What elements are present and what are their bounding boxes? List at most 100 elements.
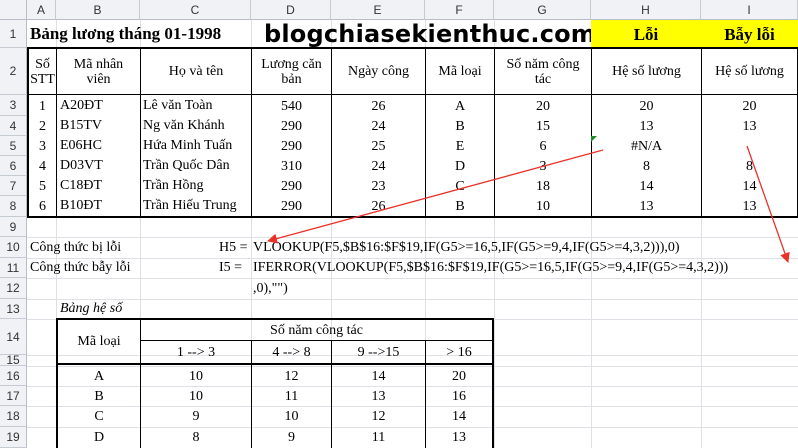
cell-salary-coef-h[interactable]: 14 bbox=[639, 178, 654, 194]
column-header-d[interactable]: D bbox=[251, 0, 331, 20]
column-header-c[interactable]: C bbox=[140, 0, 251, 20]
cell-h1-error-label[interactable]: Lỗi bbox=[591, 20, 701, 48]
column-header-h[interactable]: H bbox=[591, 0, 701, 20]
cell-salary-coef-i[interactable]: 8 bbox=[746, 158, 753, 174]
cell-full-name[interactable]: Hứa Minh Tuấn bbox=[143, 138, 233, 153]
formula-trap-label[interactable]: Công thức bẫy lỗi bbox=[30, 260, 131, 275]
cell-employee-code[interactable]: B15TV bbox=[60, 118, 102, 133]
coef-value-cell[interactable]: 10 bbox=[189, 388, 203, 404]
cell-base-salary[interactable]: 540 bbox=[281, 98, 302, 114]
header-salary-coef-h[interactable]: Hệ số lương bbox=[612, 64, 681, 79]
header-type-code[interactable]: Mã loại bbox=[438, 64, 482, 79]
row-header-19[interactable]: 19 bbox=[0, 427, 27, 448]
coef-table-caption[interactable]: Bảng hệ số bbox=[60, 301, 123, 316]
coef-value-cell[interactable]: 13 bbox=[452, 430, 466, 445]
coef-value-cell[interactable]: 10 bbox=[189, 368, 203, 384]
cell-work-days[interactable]: 24 bbox=[371, 158, 386, 174]
row-header-5[interactable]: 5 bbox=[0, 136, 27, 156]
cell-salary-coef-h[interactable]: 8 bbox=[643, 158, 650, 174]
coef-value-cell[interactable]: 20 bbox=[452, 368, 466, 384]
column-header-e[interactable]: E bbox=[331, 0, 425, 20]
cell-years-service[interactable]: 15 bbox=[536, 118, 550, 134]
cell-stt[interactable]: 5 bbox=[39, 178, 46, 194]
cell-employee-code[interactable]: B10ĐT bbox=[60, 198, 102, 213]
cell-type-code[interactable]: C bbox=[455, 178, 465, 194]
cell-employee-code[interactable]: C18ĐT bbox=[60, 178, 102, 193]
cell-salary-coef-i[interactable]: 14 bbox=[742, 178, 757, 194]
cell-stt[interactable]: 4 bbox=[39, 158, 46, 174]
cell-stt[interactable]: 1 bbox=[39, 98, 46, 114]
cell-base-salary[interactable]: 290 bbox=[281, 118, 302, 134]
coef-header-years-group[interactable]: Số năm công tác bbox=[270, 322, 363, 338]
header-base-salary[interactable]: Lương căn bản bbox=[261, 56, 322, 87]
coef-value-cell[interactable]: 12 bbox=[284, 368, 299, 384]
cell-type-code[interactable]: D bbox=[454, 158, 466, 174]
cell-years-service[interactable]: 10 bbox=[536, 198, 550, 214]
row-header-11[interactable]: 11 bbox=[0, 258, 27, 278]
row-header-9[interactable]: 9 bbox=[0, 217, 27, 237]
cell-base-salary[interactable]: 290 bbox=[281, 138, 302, 154]
cell-type-code[interactable]: B bbox=[455, 198, 465, 214]
formula-trap-text-continued[interactable]: ,0),"") bbox=[253, 281, 288, 296]
coef-value-cell[interactable]: 14 bbox=[371, 368, 386, 384]
formula-trap-text[interactable]: IFERROR(VLOOKUP(F5,$B$16:$F$19,IF(G5>=16… bbox=[253, 260, 729, 275]
row-header-12[interactable]: 12 bbox=[0, 278, 27, 299]
coef-type-cell[interactable]: B bbox=[94, 388, 104, 404]
cell-salary-coef-i[interactable]: 13 bbox=[742, 198, 757, 214]
cell-salary-coef-i[interactable]: 13 bbox=[742, 118, 757, 134]
cell-employee-code[interactable]: E06HC bbox=[60, 138, 102, 153]
row-header-15[interactable]: 15 bbox=[0, 353, 27, 367]
column-header-f[interactable]: F bbox=[425, 0, 494, 20]
header-full-name[interactable]: Họ và tên bbox=[168, 64, 224, 79]
row-header-1[interactable]: 1 bbox=[0, 20, 27, 48]
coef-header-range[interactable]: 1 --> 3 bbox=[176, 344, 216, 360]
cell-work-days[interactable]: 24 bbox=[371, 118, 386, 134]
header-stt[interactable]: Số STT bbox=[30, 56, 55, 87]
cell-work-days[interactable]: 26 bbox=[371, 98, 386, 114]
coef-value-cell[interactable]: 12 bbox=[371, 409, 386, 424]
row-header-3[interactable]: 3 bbox=[0, 95, 27, 116]
cell-employee-code[interactable]: A20ĐT bbox=[60, 98, 103, 113]
cell-salary-coef-h[interactable]: 13 bbox=[639, 118, 654, 134]
cell-i1-trap-label[interactable]: Bẫy lỗi bbox=[701, 20, 798, 48]
header-years-service[interactable]: Số năm công tác bbox=[506, 56, 580, 87]
column-header-g[interactable]: G bbox=[494, 0, 591, 20]
cell-salary-coef-h-error[interactable]: #N/A bbox=[630, 138, 663, 154]
column-header-b[interactable]: B bbox=[56, 0, 140, 20]
cell-full-name[interactable]: Trần Hiếu Trung bbox=[143, 198, 237, 213]
cell-base-salary[interactable]: 290 bbox=[281, 178, 302, 194]
cell-salary-coef-h[interactable]: 13 bbox=[639, 198, 654, 214]
row-header-17[interactable]: 17 bbox=[0, 386, 27, 406]
header-work-days[interactable]: Ngày công bbox=[347, 64, 410, 79]
row-header-13[interactable]: 13 bbox=[0, 299, 27, 319]
row-header-16[interactable]: 16 bbox=[0, 366, 27, 386]
cell-years-service[interactable]: 6 bbox=[539, 138, 547, 154]
formula-trap-ref[interactable]: I5 = bbox=[219, 260, 243, 275]
coef-type-cell[interactable]: A bbox=[93, 368, 105, 384]
coef-value-cell[interactable]: 9 bbox=[192, 409, 200, 424]
cell-full-name[interactable]: Trần Hồng bbox=[143, 178, 204, 193]
cell-work-days[interactable]: 23 bbox=[371, 178, 386, 194]
sheet-title[interactable]: Bảng lương tháng 01-1998 bbox=[30, 24, 222, 43]
error-indicator-icon[interactable] bbox=[591, 136, 597, 142]
cell-stt[interactable]: 2 bbox=[39, 118, 46, 134]
coef-type-cell[interactable]: C bbox=[94, 409, 104, 424]
cell-full-name[interactable]: Trần Quốc Dân bbox=[143, 158, 230, 173]
cell-stt[interactable]: 6 bbox=[39, 198, 46, 214]
cell-employee-code[interactable]: D03VT bbox=[60, 158, 103, 173]
cell-salary-coef-i[interactable]: 20 bbox=[742, 98, 757, 114]
coef-value-cell[interactable]: 14 bbox=[452, 409, 466, 424]
cell-full-name[interactable]: Ng văn Khánh bbox=[143, 118, 225, 133]
coef-header-range[interactable]: 9 -->15 bbox=[357, 344, 400, 360]
column-header-a[interactable]: A bbox=[27, 0, 56, 20]
row-header-7[interactable]: 7 bbox=[0, 176, 27, 196]
row-header-14[interactable]: 14 bbox=[0, 319, 27, 355]
coef-header-range[interactable]: 4 --> 8 bbox=[272, 344, 311, 360]
cell-type-code[interactable]: E bbox=[455, 138, 465, 154]
row-header-8[interactable]: 8 bbox=[0, 196, 27, 217]
cell-years-service[interactable]: 20 bbox=[536, 98, 550, 114]
row-header-2[interactable]: 2 bbox=[0, 48, 27, 95]
cell-full-name[interactable]: Lê văn Toàn bbox=[143, 98, 213, 113]
row-header-10[interactable]: 10 bbox=[0, 237, 27, 258]
cell-base-salary[interactable]: 290 bbox=[281, 198, 302, 214]
